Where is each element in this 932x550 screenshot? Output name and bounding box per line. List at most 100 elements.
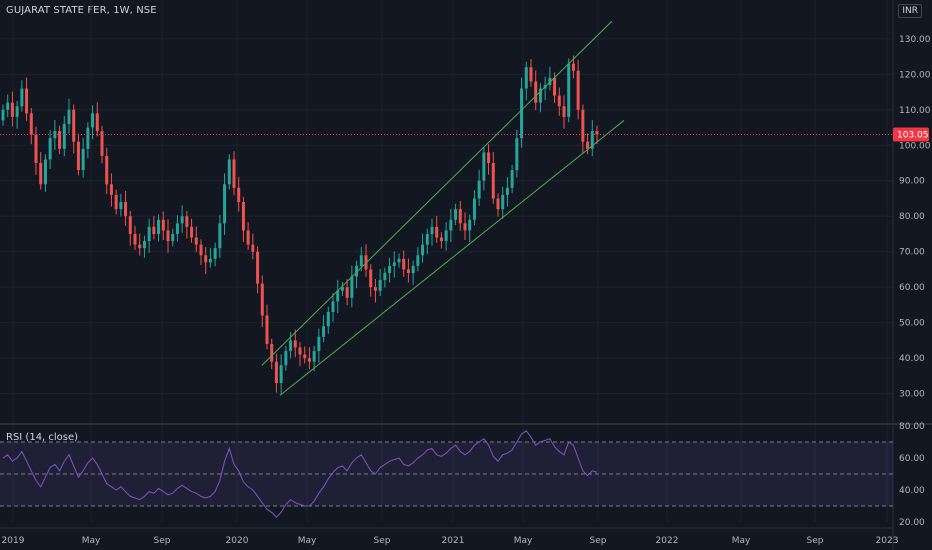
last-price-label-bg [893,127,929,142]
candle [468,219,472,231]
candle [213,248,217,259]
time-axis-label: 2019 [2,536,25,546]
candle [402,258,406,270]
candle [472,198,476,220]
channel-lower-line [279,120,625,396]
candle [538,88,542,103]
rsi-label: RSI (14, close) [6,432,79,443]
candle [204,255,208,263]
candle [576,70,580,110]
candle [359,255,363,266]
candle [62,123,66,149]
candle [109,184,113,195]
price-axis-label: 110.00 [899,106,931,116]
candle [124,202,128,217]
candle [128,216,132,234]
candle [29,113,33,135]
candle [463,223,467,231]
candle [307,358,311,362]
candle [571,63,575,71]
time-axis-label: Sep [590,536,607,546]
candle [274,361,278,383]
price-axis-label: 60.00 [899,283,925,293]
candle [34,134,38,164]
currency-badge[interactable]: INR [898,4,922,18]
candle [411,265,415,273]
candle [114,194,118,210]
candle [520,88,524,139]
candle [355,265,359,277]
candle [241,202,245,231]
candle [421,244,425,256]
candle [449,219,453,231]
price-axis-label: 80.00 [899,212,925,222]
rsi-axis-label: 60.00 [899,454,925,464]
candle [336,290,340,302]
candle [553,77,557,96]
price-axis-label: 30.00 [899,390,925,400]
candle [392,262,396,266]
time-axis-label: May [514,536,533,546]
candle [303,354,307,359]
candle [279,365,283,383]
candle [458,209,462,224]
candle [482,152,486,181]
price-axis-label: 100.00 [899,141,931,151]
rsi-line [2,430,598,518]
candle [326,312,330,327]
candle [208,258,212,263]
candle [298,347,302,355]
candle [171,233,175,242]
candle [20,88,24,107]
time-axis-label: Sep [154,536,171,546]
rsi-axis-label: 20.00 [899,518,925,528]
candle [265,315,269,344]
candle [194,237,198,245]
candle [524,67,528,89]
candle [510,170,514,188]
candle [378,280,382,291]
candle [1,109,5,121]
time-axis-label: Sep [807,536,824,546]
candle [388,265,392,273]
candle [430,226,434,234]
candle [435,226,439,238]
candle [15,106,19,117]
candle [501,194,505,210]
candle [227,159,231,185]
candle [350,276,354,298]
candle [529,67,533,82]
candle [534,81,538,103]
time-axis-label: 2022 [656,536,679,546]
candle [58,131,62,149]
candle [133,233,137,245]
candle [557,95,561,107]
candle [39,163,43,185]
symbol-title: GUJARAT STATE FER, 1W, NSE [6,5,157,16]
candle [369,269,373,288]
candle [586,141,590,149]
candle [312,351,316,362]
candle [223,184,227,224]
candle [43,159,47,185]
price-axis-label: 120.00 [899,70,931,80]
candle [48,138,52,160]
candle [567,63,571,117]
time-axis-label: Sep [374,536,391,546]
candle [293,340,297,348]
time-axis-label: 2023 [876,536,899,546]
candle [270,343,274,362]
candle [317,336,321,352]
candle [581,109,585,142]
candle [166,230,170,242]
candle [246,230,250,245]
candle [105,155,109,185]
candle [251,244,255,252]
candle [232,159,236,188]
time-axis-label: May [732,536,751,546]
candle [95,113,99,132]
price-axis-label: 130.00 [899,35,931,45]
candle [6,102,10,110]
candle [595,131,599,135]
